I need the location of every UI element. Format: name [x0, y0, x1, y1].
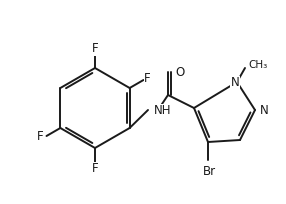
Text: NH: NH	[154, 104, 172, 118]
Text: N: N	[260, 104, 269, 118]
Text: CH₃: CH₃	[248, 60, 267, 70]
Text: F: F	[37, 131, 44, 143]
Text: F: F	[92, 163, 98, 175]
Text: F: F	[92, 42, 98, 55]
Text: N: N	[231, 76, 239, 90]
Text: F: F	[144, 71, 151, 84]
Text: O: O	[175, 67, 184, 80]
Text: Br: Br	[202, 165, 216, 178]
